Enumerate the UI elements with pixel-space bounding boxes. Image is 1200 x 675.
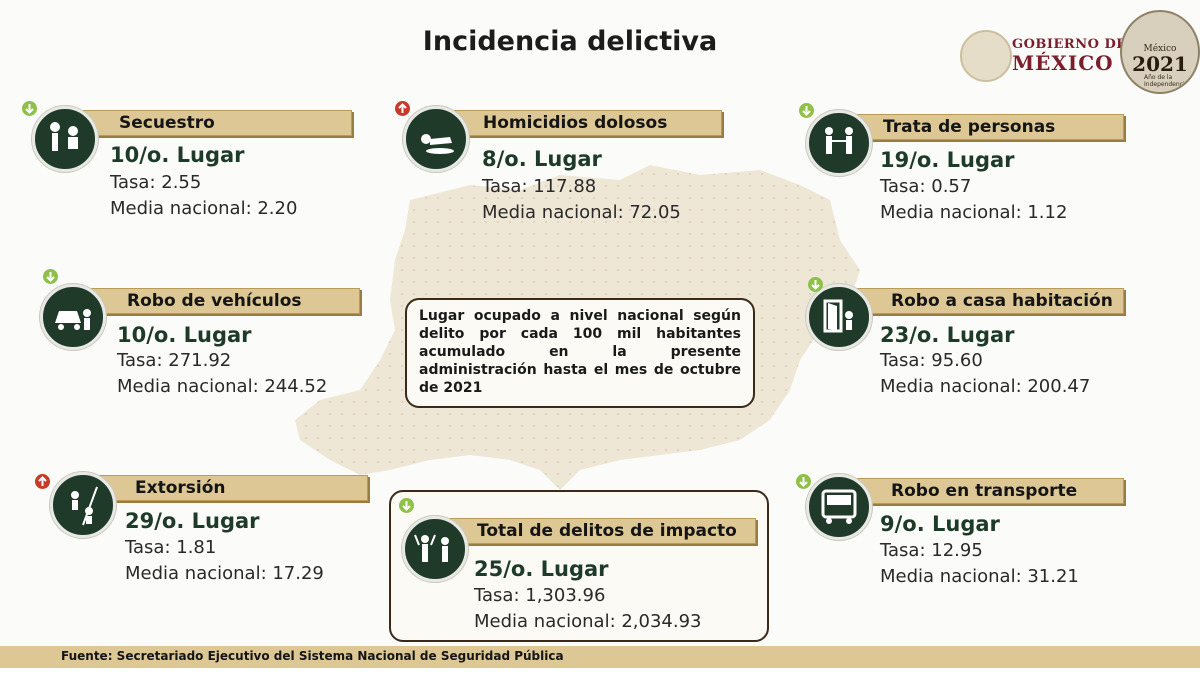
banner-robo-casa: Robo a casa habitación — [846, 288, 1124, 314]
page-title: Incidencia delictiva — [422, 26, 718, 57]
trend-down-icon — [796, 474, 811, 489]
crime-name: Extorsión — [135, 478, 226, 498]
crime-name: Robo de vehículos — [127, 291, 302, 311]
badge-year: 2021 — [1132, 52, 1188, 76]
badge-country: México — [1143, 44, 1177, 54]
public-transport-icon — [806, 474, 872, 540]
rank-label: 9/o. Lugar — [880, 512, 1000, 536]
source-text: Fuente: Secretariado Ejecutivo del Siste… — [61, 649, 564, 663]
banner-trata: Trata de personas — [846, 114, 1124, 140]
crime-name: Robo a casa habitación — [891, 291, 1113, 311]
rate-label: Tasa: 1,303.96 — [474, 585, 606, 606]
trend-down-icon — [399, 498, 414, 513]
national-average-label: Media nacional: 244.52 — [117, 376, 328, 397]
national-average-label: Media nacional: 17.29 — [125, 563, 324, 584]
gov-logo-line1: GOBIERNO DE — [1012, 37, 1127, 52]
banner-robo-transporte: Robo en transporte — [846, 478, 1124, 504]
year-2021-badge: México 2021 Año de la Independencia — [1120, 10, 1200, 94]
rate-label: Tasa: 117.88 — [482, 176, 597, 197]
crime-name: Secuestro — [119, 113, 215, 133]
rate-label: Tasa: 1.81 — [125, 537, 217, 558]
car-theft-icon — [40, 284, 106, 350]
crime-name: Homicidios dolosos — [483, 113, 668, 133]
national-average-label: Media nacional: 1.12 — [880, 202, 1068, 223]
rate-label: Tasa: 271.92 — [117, 350, 232, 371]
methodology-note: Lugar ocupado a nivel nacional según del… — [405, 298, 755, 408]
trend-down-icon — [799, 103, 814, 118]
rank-label: 25/o. Lugar — [474, 557, 609, 581]
crime-name: Total de delitos de impacto — [477, 521, 737, 541]
bottom-strip — [0, 668, 1200, 675]
trend-down-icon — [22, 101, 37, 116]
rank-label: 23/o. Lugar — [880, 323, 1015, 347]
national-average-label: Media nacional: 72.05 — [482, 202, 681, 223]
rate-label: Tasa: 95.60 — [880, 350, 983, 371]
badge-caption: Año de la Independencia — [1144, 74, 1189, 88]
rank-label: 10/o. Lugar — [117, 323, 252, 347]
secuestro-icon — [32, 106, 98, 172]
source-footer: Fuente: Secretariado Ejecutivo del Siste… — [0, 646, 1200, 668]
crime-name: Robo en transporte — [891, 481, 1078, 501]
trend-up-icon — [395, 101, 410, 116]
human-trafficking-icon — [806, 110, 872, 176]
rate-label: Tasa: 12.95 — [880, 540, 983, 561]
national-average-label: Media nacional: 2.20 — [110, 198, 298, 219]
extortion-icon — [50, 472, 116, 538]
national-average-label: Media nacional: 200.47 — [880, 376, 1091, 397]
rate-label: Tasa: 0.57 — [880, 176, 972, 197]
rank-label: 8/o. Lugar — [482, 147, 602, 171]
rate-label: Tasa: 2.55 — [110, 172, 202, 193]
banner-robo-vehiculos: Robo de vehículos — [82, 288, 360, 314]
banner-homicidios: Homicidios dolosos — [444, 110, 722, 136]
trend-up-icon — [35, 474, 50, 489]
rank-label: 19/o. Lugar — [880, 148, 1015, 172]
banner-extorsion: Extorsión — [92, 475, 368, 501]
gov-logo-line2: MÉXICO — [1012, 51, 1114, 75]
rank-label: 29/o. Lugar — [125, 509, 260, 533]
homicide-icon — [403, 106, 469, 172]
banner-total: Total de delitos de impacto — [440, 518, 756, 544]
total-impact-icon — [402, 516, 468, 582]
rank-label: 10/o. Lugar — [110, 143, 245, 167]
national-average-label: Media nacional: 31.21 — [880, 566, 1079, 587]
trend-down-icon — [808, 277, 823, 292]
national-seal-icon — [960, 30, 1012, 82]
home-burglary-icon — [806, 284, 872, 350]
banner-secuestro: Secuestro — [74, 110, 352, 136]
national-average-label: Media nacional: 2,034.93 — [474, 611, 702, 632]
trend-down-icon — [43, 269, 58, 284]
crime-name: Trata de personas — [883, 117, 1056, 137]
